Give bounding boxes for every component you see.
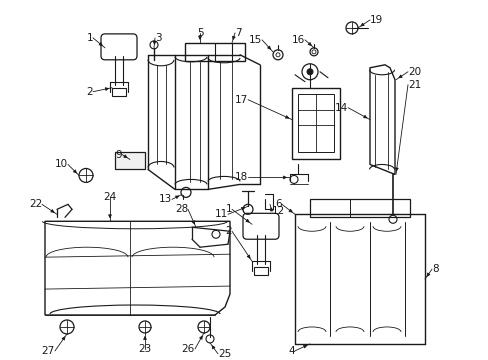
Bar [291, 88, 339, 159]
Text: 20: 20 [407, 67, 420, 77]
Text: 26: 26 [182, 344, 195, 354]
Text: 16: 16 [291, 35, 305, 45]
Text: 1: 1 [225, 204, 231, 214]
Bar [297, 94, 333, 152]
Text: 1: 1 [86, 33, 93, 43]
Text: 5: 5 [196, 28, 203, 38]
Text: 18: 18 [234, 172, 247, 183]
Text: 13: 13 [159, 194, 172, 204]
Text: 17: 17 [234, 95, 247, 105]
Text: 22: 22 [29, 199, 42, 210]
Text: 12: 12 [271, 206, 285, 216]
Text: 23: 23 [138, 344, 151, 354]
Text: 25: 25 [218, 349, 231, 359]
Bar [253, 267, 267, 275]
Text: 8: 8 [431, 264, 438, 274]
Bar [112, 88, 126, 96]
Circle shape [306, 69, 312, 75]
Text: 27: 27 [41, 346, 55, 356]
Text: 10: 10 [55, 159, 68, 170]
Text: 2: 2 [225, 226, 231, 236]
Text: 24: 24 [103, 192, 116, 202]
Text: 14: 14 [334, 103, 347, 113]
Text: 3: 3 [155, 33, 162, 43]
Bar [309, 199, 409, 217]
Text: 2: 2 [86, 87, 93, 97]
Bar [115, 152, 145, 170]
Text: 9: 9 [115, 149, 122, 159]
Text: 6: 6 [275, 199, 282, 210]
Text: 19: 19 [369, 15, 383, 25]
Text: 15: 15 [248, 35, 262, 45]
Bar [184, 43, 244, 61]
Text: 21: 21 [407, 80, 420, 90]
Text: 28: 28 [174, 204, 187, 214]
Text: 4: 4 [288, 346, 294, 356]
Text: 7: 7 [235, 28, 241, 38]
Text: 11: 11 [214, 209, 227, 219]
